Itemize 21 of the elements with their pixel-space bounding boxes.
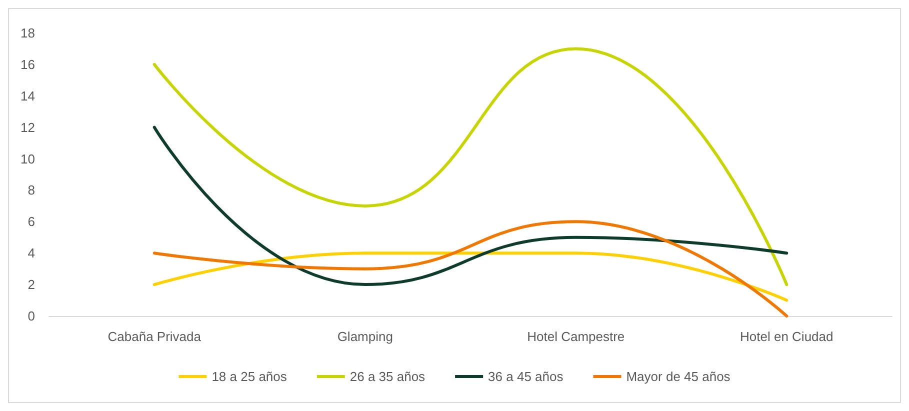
y-tick-label: 6 [28,214,35,230]
y-tick-label: 16 [20,56,35,72]
y-tick-label: 4 [28,246,35,261]
line-series [152,47,788,286]
x-tick-label: Cabaña Privada [108,329,202,344]
legend-label: Mayor de 45 años [626,369,731,384]
y-tick-label: 0 [28,308,35,324]
y-tick-label: 12 [20,120,35,135]
line-series [152,126,788,286]
y-tick-label: 2 [28,277,35,292]
x-tick-label: Hotel Campestre [527,329,625,344]
x-tick-label: Hotel en Ciudad [740,329,834,344]
y-tick-label: 18 [20,26,35,40]
y-tick-label: 10 [20,151,35,166]
line-series [152,220,788,318]
x-tick-label: Glamping [337,329,393,344]
legend-label: 26 a 35 años [350,369,426,384]
y-tick-label: 8 [28,182,35,198]
legend-label: 18 a 25 años [212,369,288,384]
y-tick-label: 14 [20,88,35,104]
legend-label: 36 a 45 años [488,369,564,384]
